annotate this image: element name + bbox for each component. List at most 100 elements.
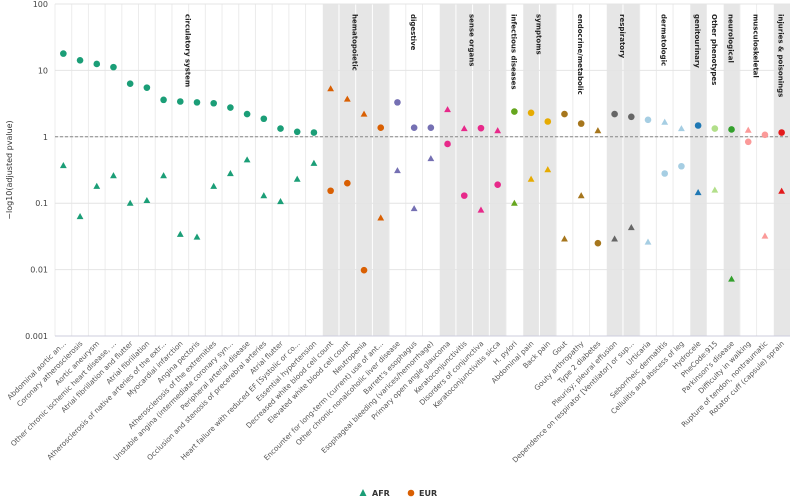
y-tick-label: 10 (38, 66, 48, 75)
afr-point (193, 233, 201, 240)
gridlines (54, 3, 790, 337)
afr-point (343, 95, 351, 102)
eur-point (761, 131, 769, 139)
x-axis-labels: Abdominal aortic an...Coronary atheroscl… (5, 339, 786, 465)
group-band (723, 4, 740, 336)
afr-point (611, 235, 619, 242)
eur-point (711, 125, 719, 132)
afr-point (160, 172, 167, 179)
y-tick-label: 1 (43, 133, 48, 142)
eur-point (227, 104, 234, 111)
eur-point (577, 120, 585, 127)
afr-point (627, 224, 635, 231)
afr-point (594, 127, 602, 134)
eur-point (728, 126, 735, 133)
afr-point (293, 175, 301, 182)
afr-point (761, 232, 769, 239)
eur-point (394, 99, 401, 106)
group-label: sense organs (468, 14, 476, 66)
legend-afr-label: AFR (372, 489, 390, 498)
eur-point (611, 110, 618, 118)
afr-point (444, 106, 451, 113)
afr-point (410, 205, 418, 212)
afr-point (494, 127, 502, 134)
afr-point (678, 125, 685, 132)
group-label: Other phenotypes (710, 14, 718, 85)
afr-point (778, 187, 786, 194)
eur-point (460, 192, 468, 199)
group-label: hematopoietic (351, 14, 359, 71)
eur-point (110, 63, 117, 71)
group-label: dermatologic (660, 14, 668, 66)
eur-point (544, 118, 552, 125)
afr-point (93, 182, 101, 189)
eur-point (60, 50, 67, 57)
y-axis-ticks: 100 10 1 0.1 0.01 0.001 (25, 0, 48, 341)
afr-point (277, 198, 284, 205)
eur-point (661, 170, 669, 177)
eur-point (511, 108, 518, 115)
eur-point (594, 239, 602, 247)
eur-point (143, 84, 151, 91)
eur-point (444, 140, 451, 148)
y-tick-label: 0.001 (25, 332, 48, 341)
legend-eur-marker (407, 489, 415, 497)
afr-point (126, 199, 134, 206)
afr-point (310, 159, 318, 166)
afr-point (460, 125, 468, 132)
afr-point (577, 192, 585, 199)
afr-point (210, 182, 218, 189)
eur-point (210, 99, 217, 107)
eur-point (377, 124, 385, 132)
y-tick-label: 0.01 (30, 266, 48, 275)
eur-point (477, 124, 485, 132)
eur-point (628, 113, 635, 121)
y-axis-label: −log10(adjusted pvalue) (5, 120, 14, 219)
eur-point (310, 129, 318, 136)
y-tick-label: 0.1 (35, 199, 48, 208)
eur-point (126, 80, 134, 88)
afr-point (744, 126, 752, 133)
eur-point (527, 109, 535, 117)
afr-point (360, 110, 368, 117)
eur-point (327, 187, 334, 195)
eur-point (277, 125, 284, 132)
y-tick-label: 100 (33, 0, 48, 9)
afr-point (427, 155, 435, 162)
afr-point (728, 275, 735, 282)
afr-point (477, 206, 485, 213)
legend-afr-marker (359, 489, 367, 496)
afr-point (544, 166, 552, 173)
group-label: endocrine/metabolic (576, 14, 584, 95)
afr-point (661, 118, 669, 125)
afr-point (143, 196, 151, 204)
eur-point (293, 128, 301, 136)
legend: AFR EUR (359, 489, 437, 498)
eur-point (344, 179, 351, 187)
group-label: digestive (409, 14, 417, 51)
group-label: injuries & poisonings (777, 14, 785, 97)
eur-point (160, 96, 167, 104)
afr-point (510, 199, 518, 206)
afr-point (394, 167, 401, 174)
group-label: respiratory (618, 14, 626, 59)
eur-point (260, 115, 268, 123)
group-labels: circulatory system hematopoietic digestive… (184, 14, 785, 97)
legend-eur-label: EUR (419, 489, 437, 498)
afr-point (527, 175, 535, 182)
eur-point (644, 116, 652, 124)
data-points (59, 50, 786, 282)
afr-point (110, 172, 117, 179)
afr-point (694, 188, 702, 196)
group-label: symptoms (534, 14, 542, 55)
eur-point (176, 98, 184, 105)
eur-point (193, 99, 201, 106)
afr-point (226, 170, 234, 177)
eur-point (76, 56, 84, 64)
afr-point (377, 214, 385, 221)
eur-point (427, 124, 435, 132)
eur-point (494, 181, 501, 188)
eur-point (360, 266, 368, 274)
afr-point (561, 235, 568, 242)
